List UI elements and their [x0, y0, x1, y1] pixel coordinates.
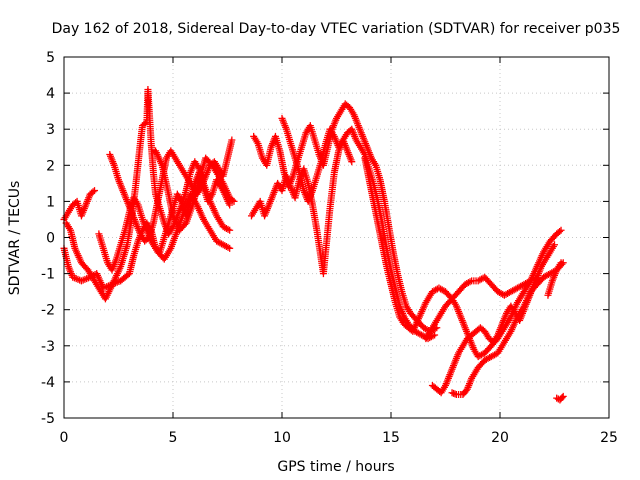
y-tick-label: 4 — [46, 86, 55, 102]
y-tick-label: -5 — [41, 411, 55, 427]
y-tick-label: 0 — [46, 231, 55, 247]
x-tick-label: 20 — [491, 430, 509, 446]
series-arc-i — [279, 115, 356, 205]
y-tick-label: -3 — [41, 339, 55, 355]
series-arc-b — [61, 187, 99, 223]
y-tick-label: 2 — [46, 158, 55, 174]
series-arc-o — [553, 393, 567, 404]
x-tick-label: 15 — [382, 430, 400, 446]
x-tick-label: 10 — [273, 430, 291, 446]
data-points — [61, 86, 567, 403]
y-tick-label: 5 — [46, 50, 55, 66]
x-tick-label: 0 — [60, 430, 69, 446]
chart-title: Day 162 of 2018, Sidereal Day-to-day VTE… — [52, 21, 621, 37]
y-tick-label: -2 — [41, 303, 55, 319]
chart: Day 162 of 2018, Sidereal Day-to-day VTE… — [0, 0, 640, 480]
y-tick-label: 3 — [46, 122, 55, 138]
x-tick-label: 5 — [169, 430, 178, 446]
y-tick-label: -4 — [41, 375, 55, 391]
series-arc-n — [544, 259, 564, 298]
y-axis-label: SDTVAR / TECUs — [7, 181, 23, 296]
y-tick-label: -1 — [41, 267, 55, 283]
x-axis-label: GPS time / hours — [277, 459, 394, 475]
y-tick-label: 1 — [46, 194, 55, 210]
x-tick-label: 25 — [600, 430, 618, 446]
